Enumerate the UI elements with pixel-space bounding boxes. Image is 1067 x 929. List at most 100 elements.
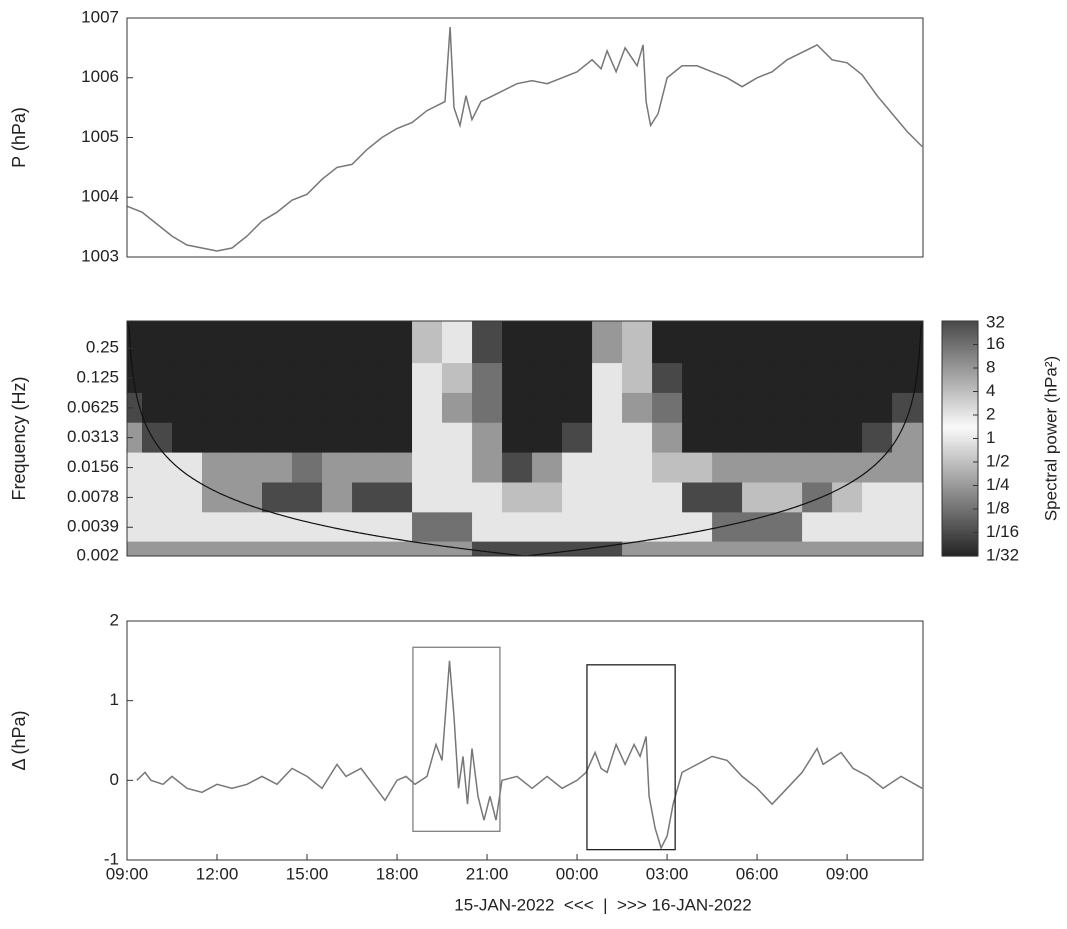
colorbar-cell [942, 405, 978, 408]
y-tick-label: 0.125 [76, 367, 119, 386]
heat-cell [592, 452, 623, 484]
colorbar-cell [942, 448, 978, 451]
heat-cell [127, 422, 143, 454]
heat-cell [682, 363, 713, 394]
colorbar-cell [942, 465, 978, 469]
heat-cell [802, 482, 833, 513]
heat-cell [652, 363, 683, 394]
heat-cell [262, 321, 293, 364]
heat-cell [262, 482, 293, 513]
colorbar-cell [942, 321, 978, 324]
x-tick-label: 12:00 [196, 864, 239, 883]
heat-cell [592, 482, 623, 513]
colorbar-label: Spectral power (hPa²) [1041, 356, 1060, 521]
heat-cell [502, 512, 533, 543]
heat-cell [202, 321, 233, 364]
heat-cell [892, 422, 923, 454]
colorbar-cell [942, 444, 978, 447]
heat-cell [232, 363, 263, 394]
heat-cell [502, 321, 533, 364]
colorbar-cell [942, 346, 978, 350]
x-tick-label: 21:00 [466, 864, 509, 883]
y-tick-label: 1005 [81, 127, 119, 146]
colorbar-cell [942, 532, 978, 536]
colorbar-cell [942, 371, 978, 375]
heat-cell [772, 512, 803, 543]
heat-cell [232, 452, 263, 484]
colorbar-cell [942, 509, 978, 512]
colorbar-cell [942, 391, 978, 395]
heat-cell [532, 422, 563, 454]
heat-cell [802, 363, 833, 394]
heat-cell [532, 452, 563, 484]
colorbar-cell [942, 552, 978, 555]
colorbar-cell [942, 481, 978, 485]
heat-cell [472, 392, 503, 424]
colorbar-cell [942, 475, 978, 479]
colorbar-cell [942, 416, 978, 420]
colorbar-cell [942, 342, 978, 346]
y-tick-label: 2 [110, 610, 119, 629]
colorbar-tick-label: 1 [986, 428, 995, 447]
heat-cell [532, 512, 563, 543]
heat-cell [622, 452, 653, 484]
heat-cell [862, 541, 893, 557]
colorbar-cell [942, 522, 978, 526]
heat-cell [352, 512, 383, 543]
heat-cell [592, 363, 623, 394]
heat-cell [472, 321, 503, 364]
heat-cell [442, 363, 473, 394]
heat-cell [292, 321, 323, 364]
heat-cell [652, 422, 683, 454]
heat-cell [562, 452, 593, 484]
colorbar-cell [942, 446, 978, 449]
colorbar-cell [942, 360, 978, 363]
heat-cell [622, 363, 653, 394]
heat-cell [682, 452, 713, 484]
colorbar-cell [942, 554, 978, 557]
heat-cell [442, 482, 473, 513]
heat-cell [172, 321, 203, 364]
heat-cell [292, 422, 323, 454]
heat-cell [802, 452, 833, 484]
colorbar-cell [942, 409, 978, 412]
colorbar-cell [942, 538, 978, 541]
heat-cell [382, 392, 413, 424]
y-tick-label: -1 [104, 849, 119, 868]
x-tick-label: 09:00 [826, 864, 869, 883]
heat-cell [562, 321, 593, 364]
heat-cell [832, 512, 863, 543]
colorbar-cell [942, 426, 978, 430]
heat-cell [862, 321, 893, 364]
heat-cell [712, 422, 743, 454]
y-axis-label: Frequency (Hz) [9, 376, 29, 500]
heat-cell [322, 452, 353, 484]
heat-cell [772, 363, 803, 394]
heat-cell [742, 392, 773, 424]
heat-cell [652, 321, 683, 364]
colorbar-cell [942, 505, 978, 508]
heat-cell [262, 422, 293, 454]
heat-cell [442, 321, 473, 364]
heat-cell [232, 422, 263, 454]
heat-cell [292, 363, 323, 394]
colorbar-cell [942, 413, 978, 416]
colorbar-cell [942, 536, 978, 539]
heat-cell [322, 422, 353, 454]
heat-cell [772, 452, 803, 484]
colorbar-cell [942, 395, 978, 398]
colorbar-cell [942, 393, 978, 397]
heat-cell [382, 321, 413, 364]
colorbar-cell [942, 489, 978, 492]
colorbar-cell [942, 526, 978, 530]
heat-cell [622, 512, 653, 543]
heat-cell [232, 392, 263, 424]
colorbar-cell [942, 479, 978, 483]
colorbar-cell [942, 377, 978, 381]
colorbar-cell [942, 456, 978, 459]
colorbar-cell [942, 338, 978, 342]
colorbar-cell [942, 518, 978, 522]
heat-cell [127, 541, 143, 557]
heat-cell [862, 392, 893, 424]
colorbar-cell [942, 364, 978, 367]
